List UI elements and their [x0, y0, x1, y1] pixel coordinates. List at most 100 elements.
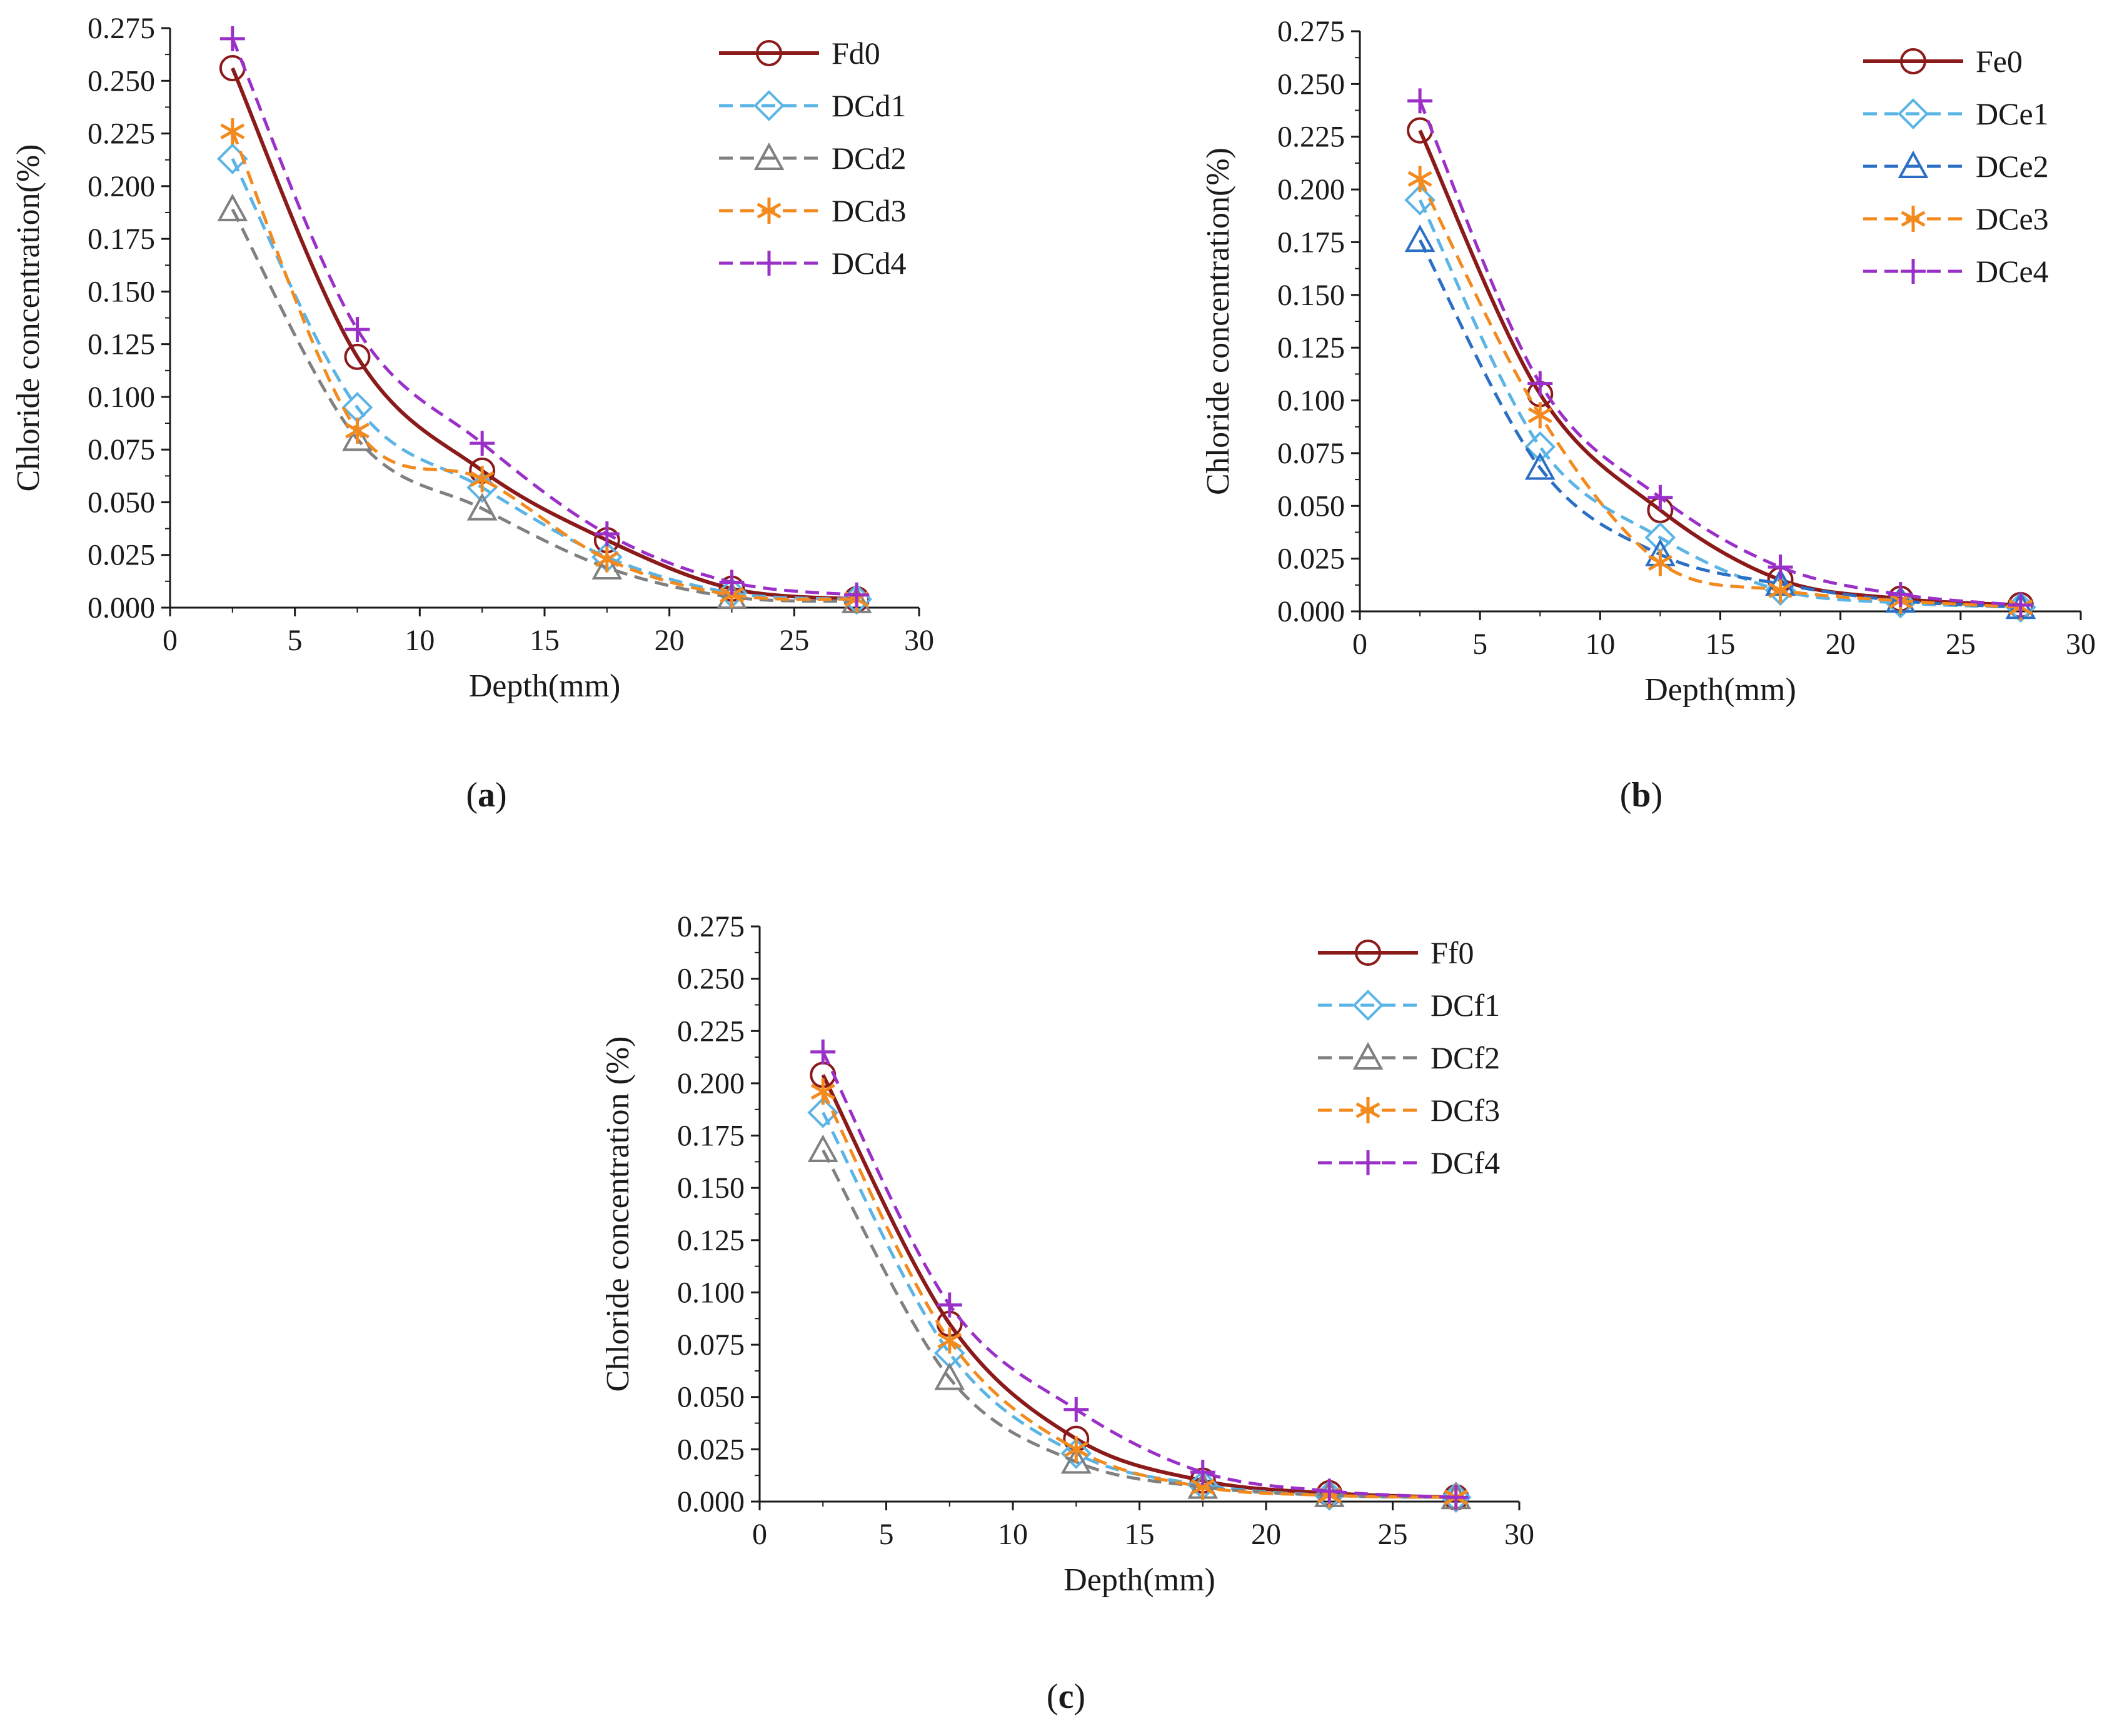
x-tick-label: 10	[1585, 628, 1615, 661]
legend-label: DCd1	[832, 88, 906, 123]
legend-label: DCd2	[832, 141, 906, 176]
data-point-plus	[1888, 582, 1913, 608]
data-point-diamond	[1404, 184, 1436, 216]
legend-marker-asterisk	[1355, 1097, 1380, 1123]
legend-label: DCe2	[1976, 149, 2049, 184]
chart-panel-a: 0.000 0.025 0.050 0.075 0.100 0.125 0.150 0.175…	[11, 12, 934, 815]
panel-label-letter: c	[1059, 1677, 1074, 1716]
series-DCe4	[1407, 88, 2033, 618]
panel-label-open: (	[1047, 1677, 1059, 1716]
data-point-triangle	[807, 1134, 838, 1162]
y-tick-label: 0.025	[1277, 543, 1345, 576]
x-tick-label: 0	[752, 1518, 767, 1551]
legend-marker-plus	[1901, 259, 1926, 284]
y-tick-label: 0.100	[677, 1276, 745, 1309]
x-tick-label: 10	[998, 1518, 1028, 1551]
panel-label: (b)	[1620, 776, 1662, 815]
data-point-triangle	[1404, 224, 1436, 253]
data-point-plus	[219, 26, 245, 51]
y-tick-label: 0.275	[1277, 15, 1345, 48]
data-point-circle	[344, 343, 371, 370]
x-tick-label: 30	[904, 624, 934, 657]
x-tick-label: 0	[1352, 628, 1367, 661]
series-line	[822, 1051, 1456, 1499]
x-tick-label: 20	[1826, 628, 1856, 661]
series-line	[231, 208, 857, 603]
data-point-plus	[1768, 554, 1793, 580]
legend: Ff0 DCf1 DCf2 DCf3 DCf4	[1318, 935, 1500, 1180]
data-point-triangle	[342, 423, 373, 451]
series-DCd4	[219, 26, 870, 608]
x-tick-label: 20	[1251, 1518, 1281, 1551]
panel-label-letter: b	[1631, 776, 1651, 815]
data-point-plus	[2008, 592, 2033, 618]
y-tick-label: 0.225	[1277, 121, 1345, 154]
data-point-plus	[1190, 1460, 1215, 1485]
data-point-asterisk	[470, 466, 495, 493]
y-tick-label: 0.050	[88, 486, 155, 519]
y-tick-label: 0.175	[677, 1120, 745, 1153]
legend-marker-asterisk	[757, 198, 782, 224]
data-point-triangle	[466, 493, 498, 521]
y-tick-label: 0.075	[88, 433, 155, 466]
y-tick-label: 0.125	[88, 328, 155, 361]
series-line	[231, 158, 857, 601]
data-point-asterisk	[1527, 402, 1552, 429]
legend-label: DCd4	[832, 246, 906, 281]
y-tick-label: 0.025	[88, 539, 155, 572]
legend-label: Fe0	[1976, 44, 2023, 79]
legend-marker-triangle	[1352, 1041, 1384, 1070]
legend: Fe0 DCe1 DCe2 DCe3 DCe4	[1863, 44, 2049, 289]
x-tick-label: 25	[1378, 1518, 1408, 1551]
panel-label: (c)	[1047, 1677, 1085, 1716]
y-tick-label: 0.200	[88, 170, 155, 203]
data-point-asterisk	[220, 118, 245, 145]
x-tick-label: 5	[879, 1518, 894, 1551]
data-point-plus	[1443, 1485, 1469, 1510]
panel-label-close: )	[1651, 776, 1663, 815]
y-tick-label: 0.075	[677, 1328, 745, 1362]
data-point-plus	[1317, 1478, 1342, 1504]
legend-label: DCf1	[1431, 988, 1500, 1023]
data-point-plus	[719, 569, 745, 595]
legend-label: DCe1	[1976, 96, 2049, 131]
data-point-asterisk	[1647, 549, 1672, 576]
x-axis-title: Depth(mm)	[1064, 1562, 1215, 1598]
legend-label: DCf4	[1431, 1145, 1500, 1180]
legend-marker-triangle	[1898, 150, 1929, 178]
series-DCf4	[810, 1039, 1469, 1510]
data-point-plus	[844, 582, 870, 608]
y-tick-label: 0.000	[88, 591, 155, 625]
legend-marker-plus	[757, 251, 782, 276]
series-line	[231, 131, 857, 601]
legend-label: Fd0	[832, 36, 880, 71]
data-point-asterisk	[937, 1327, 962, 1354]
legend-marker-diamond	[1352, 990, 1384, 1021]
chart-panel-c: 0.000 0.025 0.050 0.075 0.100 0.125 0.150 0.175…	[600, 910, 1534, 1716]
data-point-triangle	[217, 193, 248, 221]
data-point-asterisk	[1407, 166, 1432, 193]
series-line	[822, 1111, 1456, 1499]
y-tick-label: 0.050	[1277, 489, 1345, 523]
chart-panel-b: 0.000 0.025 0.050 0.075 0.100 0.125 0.150 0.175…	[1200, 15, 2096, 815]
legend-marker-circle	[1355, 940, 1381, 966]
series-line	[822, 1091, 1456, 1499]
legend-marker-asterisk	[1901, 206, 1926, 232]
y-tick-label: 0.250	[1277, 68, 1345, 101]
series-Fd0	[219, 55, 870, 613]
y-tick-label: 0.000	[1277, 595, 1345, 628]
legend-label: DCd3	[832, 193, 906, 228]
y-tick-label: 0.275	[677, 910, 745, 943]
data-point-asterisk	[1768, 577, 1793, 604]
legend-marker-circle	[1900, 48, 1926, 74]
legend-label: DCf3	[1431, 1093, 1500, 1128]
x-tick-label: 10	[405, 624, 435, 657]
y-tick-label: 0.025	[677, 1433, 745, 1466]
data-point-diamond	[1524, 431, 1556, 463]
y-tick-label: 0.175	[1277, 226, 1345, 259]
series-DCd3	[220, 118, 869, 613]
legend-label: Ff0	[1431, 935, 1474, 970]
panel-label-close: )	[495, 776, 507, 815]
y-tick-label: 0.100	[88, 381, 155, 414]
